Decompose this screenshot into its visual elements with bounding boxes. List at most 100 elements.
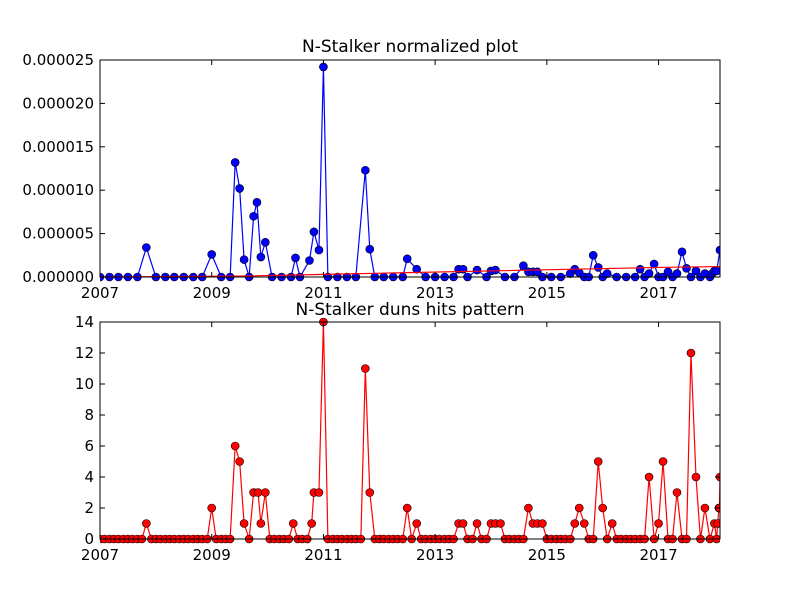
x-tick-label: 2007 (81, 546, 119, 564)
y-tick-label: 0 (84, 530, 94, 548)
data-point (142, 243, 151, 252)
data-point (288, 519, 298, 528)
data-point (677, 247, 687, 257)
data-point (309, 227, 319, 237)
x-tick-label: 2017 (639, 546, 677, 564)
series-1 (100, 265, 720, 278)
data-point (314, 245, 324, 255)
data-point (672, 269, 682, 278)
x-tick-label: 2013 (416, 284, 454, 302)
y-tick-label: 12 (75, 344, 94, 362)
x-tick-label: 2017 (639, 284, 677, 302)
data-point (700, 503, 710, 513)
x-tick-label: 2007 (81, 284, 119, 302)
data-point (256, 252, 266, 262)
x-tick-label: 2011 (304, 546, 342, 564)
y-tick-label: 0.000000 (22, 268, 94, 286)
chart-title: N-Stalker duns hits pattern (295, 300, 524, 320)
data-point (314, 488, 324, 497)
data-point (361, 165, 370, 175)
data-point (491, 265, 500, 275)
ticks-layer: 2007 2009 2011 2013 2015 2017 0.000000 0.000005… (22, 51, 720, 302)
data-point (607, 519, 617, 528)
data-point (712, 266, 720, 276)
data-point (644, 472, 654, 482)
plot-frame (99, 59, 721, 278)
data-point (524, 503, 533, 513)
normalized-plot-chart: N-Stalker normalized plot 2007 2009 2011 20… (22, 37, 721, 302)
data-point (256, 519, 266, 528)
data-point (412, 264, 422, 274)
data-point (598, 503, 608, 513)
y-tick-label: 0.000005 (22, 225, 94, 243)
data-point (361, 364, 370, 373)
series-line (100, 265, 720, 278)
data-point (570, 519, 580, 528)
data-point (230, 158, 240, 167)
data-point (235, 457, 244, 466)
x-tick-label: 2013 (416, 546, 454, 564)
data-point (253, 488, 263, 497)
data-point (672, 488, 682, 497)
data-point (588, 251, 598, 260)
plot-frame (99, 321, 721, 540)
data-point (207, 503, 217, 513)
data-point (686, 348, 696, 358)
duns-hits-chart: N-Stalker duns hits pattern 2007 2009 2011… (75, 300, 721, 564)
data-point (472, 519, 482, 528)
x-tick-label: 2011 (304, 284, 342, 302)
y-tick-label: 0.000020 (22, 94, 94, 112)
y-tick-label: 2 (84, 499, 94, 517)
ticks-layer: 2007 2009 2011 2013 2015 2017 0 2 4 6 8 10 12 14 (75, 313, 720, 564)
data-point (593, 457, 603, 466)
x-tick-label: 2015 (528, 546, 566, 564)
data-point (142, 519, 151, 528)
data-point (235, 184, 244, 193)
y-tick-label: 14 (75, 313, 94, 331)
data-point (239, 519, 249, 528)
data-point (291, 253, 300, 263)
y-tick-label: 0.000010 (22, 181, 94, 199)
data-point (305, 256, 314, 265)
data-point (402, 503, 412, 513)
data-point (602, 269, 612, 278)
data-point (307, 519, 316, 528)
data-point (682, 264, 691, 273)
data-point (261, 488, 270, 497)
data-point (644, 269, 654, 278)
data-point (538, 519, 547, 528)
y-tick-label: 4 (84, 468, 94, 486)
data-point (496, 519, 505, 528)
data-point (715, 245, 720, 255)
y-tick-label: 10 (75, 375, 94, 393)
data-point (261, 237, 270, 247)
data-point (365, 244, 375, 254)
y-tick-label: 0.000025 (22, 51, 94, 69)
data-point (593, 263, 603, 272)
data-point (654, 519, 663, 528)
data-point (207, 250, 217, 259)
data-point (230, 441, 240, 451)
y-tick-label: 6 (84, 437, 94, 455)
x-tick-label: 2009 (193, 284, 231, 302)
data-point (402, 254, 412, 264)
data-point (635, 264, 645, 274)
data-point (658, 457, 668, 466)
x-tick-label: 2009 (193, 546, 231, 564)
data-point (458, 519, 468, 528)
data-point (412, 519, 422, 528)
data-point (579, 519, 589, 528)
data-point (252, 198, 262, 207)
data-point (365, 488, 375, 497)
x-tick-label: 2015 (528, 284, 566, 302)
data-point (239, 255, 249, 264)
chart-title: N-Stalker normalized plot (302, 37, 518, 57)
data-point (649, 259, 659, 269)
y-tick-label: 0.000015 (22, 138, 94, 156)
data-point (713, 519, 720, 528)
data-point (472, 265, 482, 275)
data-point (691, 472, 701, 482)
data-point (574, 503, 584, 513)
